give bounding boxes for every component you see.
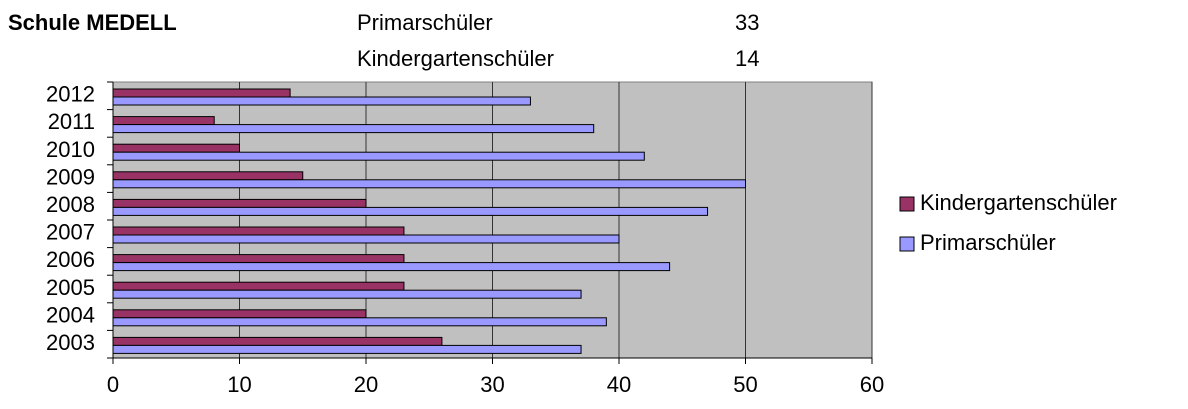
bar: [112, 336, 443, 346]
legend-label: Primarschüler: [920, 230, 1056, 255]
bar: [112, 116, 215, 126]
bar: [112, 309, 367, 319]
bar: [112, 88, 291, 98]
bar: [112, 281, 405, 291]
bar: [112, 262, 671, 272]
y-tick-label: 2003: [46, 330, 95, 355]
x-tick-label: 10: [227, 372, 251, 397]
legend-swatch: [899, 236, 915, 252]
school-title: Schule MEDELL: [8, 10, 177, 35]
legend-label: Kindergartenschüler: [920, 190, 1117, 215]
y-tick-label: 2004: [46, 302, 95, 327]
y-tick-label: 2005: [46, 275, 95, 300]
bar: [112, 234, 620, 244]
y-tick-label: 2008: [46, 192, 95, 217]
y-tick-label: 2009: [46, 164, 95, 189]
y-tick-label: 2010: [46, 137, 95, 162]
bar: [112, 151, 645, 161]
bar: [112, 171, 304, 181]
bar: [112, 344, 582, 354]
bar: [112, 317, 607, 327]
summary-value: 33: [735, 10, 759, 35]
bar: [112, 289, 582, 299]
x-tick-label: 40: [607, 372, 631, 397]
x-tick-label: 0: [107, 372, 119, 397]
y-tick-label: 2011: [48, 109, 95, 134]
legend-swatch: [899, 196, 915, 212]
y-tick-label: 2007: [46, 220, 95, 245]
bar: [112, 124, 595, 134]
x-tick-label: 30: [480, 372, 504, 397]
bar: [112, 206, 709, 216]
bar: [112, 254, 405, 264]
y-tick-label: 2012: [46, 82, 95, 107]
bar: [112, 226, 405, 236]
summary-label: Kindergartenschüler: [357, 46, 554, 71]
y-tick-label: 2006: [46, 247, 95, 272]
bar: [112, 96, 531, 106]
summary-value: 14: [735, 46, 759, 71]
x-tick-label: 60: [860, 372, 884, 397]
x-tick-label: 50: [733, 372, 757, 397]
x-tick-label: 20: [354, 372, 378, 397]
summary-label: Primarschüler: [357, 10, 493, 35]
bar: [112, 198, 367, 208]
bar: [112, 179, 746, 189]
bar: [112, 143, 240, 153]
